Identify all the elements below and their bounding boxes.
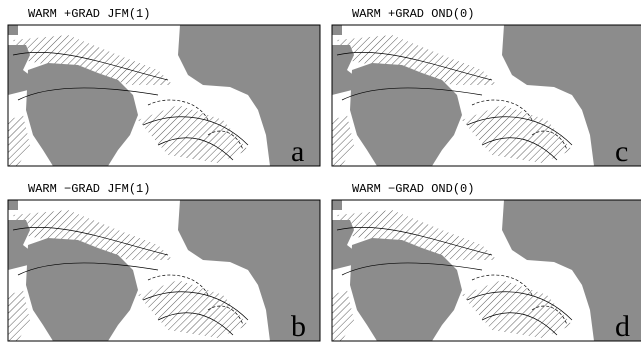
panel-letter: c	[615, 135, 628, 168]
map	[8, 200, 320, 341]
page: WARM +GRAD JFM(1)aWARM +GRAD OND(0)cWARM…	[0, 0, 641, 342]
figure: WARM +GRAD JFM(1)aWARM +GRAD OND(0)cWARM…	[0, 0, 641, 342]
map-panel: WARM +GRAD OND(0) c	[332, 7, 641, 168]
panel-title: WARM +GRAD JFM(1)	[28, 7, 150, 21]
panel-letter: d	[615, 310, 630, 342]
panel-letter: b	[291, 310, 306, 342]
map	[332, 200, 641, 341]
map	[332, 25, 641, 166]
panel-title: WARM −GRAD OND(0)	[352, 182, 474, 196]
panel-letter: a	[291, 135, 304, 168]
map	[8, 25, 320, 166]
panel-title: WARM −GRAD JFM(1)	[28, 182, 150, 196]
map-panel: WARM +GRAD JFM(1) a	[8, 7, 320, 168]
panel-title: WARM +GRAD OND(0)	[352, 7, 474, 21]
map-panel: WARM −GRAD OND(0) d	[332, 182, 641, 342]
map-panel: WARM −GRAD JFM(1) b	[8, 182, 320, 342]
